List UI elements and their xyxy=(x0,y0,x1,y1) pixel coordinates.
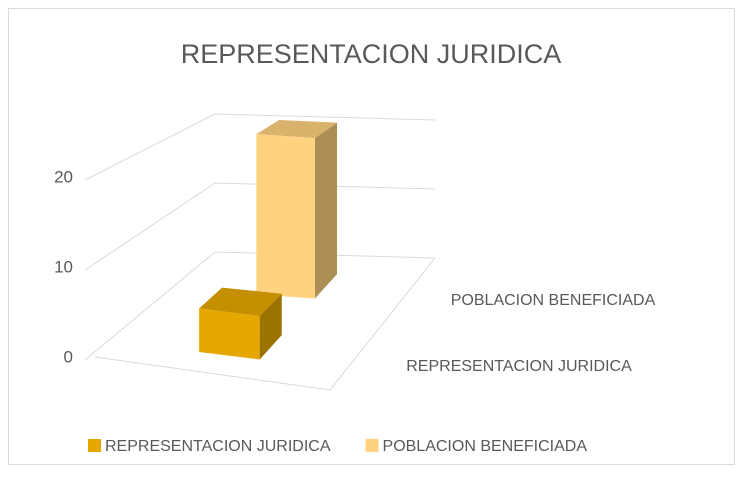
grid-line xyxy=(84,182,436,271)
depth-label: POBLACION BENEFICIADA xyxy=(451,292,656,309)
legend-label: POBLACION BENEFICIADA xyxy=(383,438,588,455)
bar-top xyxy=(256,119,338,139)
legend-label: REPRESENTACION JURIDICA xyxy=(105,438,331,455)
bar-side xyxy=(314,122,338,299)
legend-swatch xyxy=(88,439,101,452)
legend-swatch xyxy=(365,439,379,452)
y-tick-label: 20 xyxy=(54,167,73,186)
bar-front xyxy=(256,134,315,299)
bar-top xyxy=(199,287,282,317)
y-tick-label: 10 xyxy=(54,257,73,276)
depth-label: REPRESENTACION JURIDICA xyxy=(406,358,632,375)
bar-side xyxy=(259,293,282,360)
chart-title: REPRESENTACION JURIDICA xyxy=(181,39,562,69)
grid-line xyxy=(84,251,436,361)
chart-frame xyxy=(8,8,735,465)
y-tick-label: 0 xyxy=(64,347,73,366)
bar-front xyxy=(199,308,260,360)
grid-line xyxy=(84,113,436,181)
floor-edge xyxy=(94,257,436,391)
